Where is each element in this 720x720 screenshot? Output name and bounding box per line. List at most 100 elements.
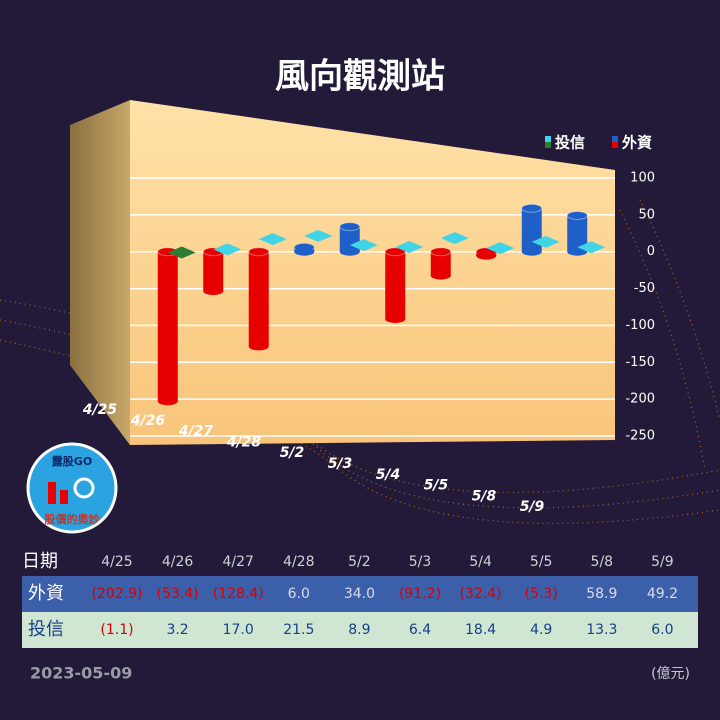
table-cell: 34.0 bbox=[344, 586, 375, 602]
x-tick-label: 4/27 bbox=[178, 424, 214, 440]
diamond-marker bbox=[304, 229, 333, 242]
x-tick-label: 5/5 bbox=[424, 478, 449, 494]
bar-base bbox=[567, 247, 588, 256]
legend-swatch bbox=[545, 136, 551, 142]
chart-title: 風向觀測站 bbox=[275, 57, 445, 97]
table-date: 5/4 bbox=[469, 554, 492, 570]
x-tick-label: 5/9 bbox=[520, 499, 545, 515]
bar bbox=[385, 251, 406, 319]
table-date: 4/27 bbox=[222, 554, 253, 570]
bar bbox=[521, 208, 542, 252]
bar-cap bbox=[248, 247, 270, 257]
table-cell: 58.9 bbox=[586, 586, 617, 602]
table-date: 4/25 bbox=[101, 554, 132, 570]
bar-base bbox=[203, 287, 224, 296]
bar-cap bbox=[566, 210, 588, 220]
legend-swatch bbox=[612, 142, 618, 148]
diamond-marker bbox=[440, 232, 469, 245]
unit: (億元) bbox=[651, 666, 690, 682]
back-wall bbox=[130, 100, 615, 445]
table-cell: 18.4 bbox=[465, 622, 496, 638]
table-cell: (202.9) bbox=[91, 586, 142, 602]
legend-swatch bbox=[612, 136, 618, 142]
table-cell: 6.4 bbox=[409, 622, 431, 638]
table-cell: (53.4) bbox=[157, 586, 199, 602]
table-cell: (128.4) bbox=[213, 586, 264, 602]
bar-base bbox=[157, 397, 178, 406]
logo-slogan: 股價的奧妙 bbox=[45, 512, 100, 526]
side-wall bbox=[70, 100, 130, 445]
x-tick-label: 4/26 bbox=[130, 413, 166, 429]
bar-cap bbox=[521, 203, 543, 213]
logo-brand: 露股GO bbox=[52, 455, 92, 468]
bar-base bbox=[521, 247, 542, 256]
row-label: 外資 bbox=[28, 583, 64, 604]
legend-label: 外資 bbox=[621, 134, 652, 152]
logo-icon bbox=[60, 490, 68, 504]
table-cell: (91.2) bbox=[399, 586, 441, 602]
logo: 露股GO 股價的奧妙 bbox=[26, 442, 118, 534]
table-date: 5/3 bbox=[409, 554, 432, 570]
diamond-marker bbox=[167, 246, 196, 259]
legend: 投信 外資 bbox=[545, 134, 652, 152]
bar bbox=[248, 251, 269, 347]
bar-base bbox=[294, 247, 315, 256]
y-tick-label: -150 bbox=[625, 355, 655, 370]
table-date: 4/26 bbox=[162, 554, 194, 570]
table-row bbox=[22, 612, 698, 648]
bar-base bbox=[248, 342, 269, 351]
bar-base bbox=[339, 247, 360, 256]
logo-icon bbox=[73, 477, 95, 499]
diamond-marker bbox=[395, 240, 424, 253]
logo-circle bbox=[26, 442, 118, 534]
y-tick-label: -100 bbox=[625, 318, 655, 333]
table-cell: 17.0 bbox=[223, 622, 254, 638]
bar bbox=[157, 251, 178, 402]
diamond-marker bbox=[577, 241, 606, 254]
table-cell: (1.1) bbox=[100, 622, 133, 638]
logo-icon bbox=[48, 482, 56, 504]
table-cell: 8.9 bbox=[348, 622, 370, 638]
bar bbox=[203, 251, 224, 292]
bar-base bbox=[385, 314, 406, 323]
table-cell: (32.4) bbox=[460, 586, 502, 602]
table-date: 4/28 bbox=[283, 554, 314, 570]
diamond-marker bbox=[531, 235, 560, 248]
diamond-marker bbox=[213, 243, 242, 256]
diamond-marker bbox=[349, 239, 378, 252]
table-cell: 21.5 bbox=[283, 622, 314, 638]
table-cell: 13.3 bbox=[586, 622, 617, 638]
table-date: 5/2 bbox=[348, 554, 371, 570]
bar bbox=[430, 251, 451, 276]
y-tick-label: 50 bbox=[638, 207, 655, 222]
bar bbox=[567, 215, 588, 252]
bar-cap bbox=[339, 222, 361, 232]
table-cell: 6.0 bbox=[288, 586, 310, 602]
table-cell: 4.9 bbox=[530, 622, 552, 638]
date: 2023-05-09 bbox=[30, 664, 132, 683]
table-row bbox=[22, 576, 698, 612]
y-tick-label: 100 bbox=[630, 171, 655, 186]
table-cell: 49.2 bbox=[647, 586, 678, 602]
x-tick-label: 4/25 bbox=[82, 402, 118, 418]
table-cell: 6.0 bbox=[651, 622, 673, 638]
legend-swatch bbox=[545, 142, 551, 148]
table-date: 5/5 bbox=[530, 554, 553, 570]
bar-base bbox=[430, 271, 451, 280]
y-tick-label: -50 bbox=[634, 281, 655, 296]
table-cell: (5.3) bbox=[525, 586, 558, 602]
y-tick-label: -200 bbox=[625, 392, 655, 407]
bar-cap bbox=[384, 247, 406, 257]
bar-cap bbox=[430, 247, 452, 257]
table-header: 日期 bbox=[22, 551, 58, 572]
x-tick-label: 5/2 bbox=[280, 445, 305, 461]
row-label: 投信 bbox=[28, 619, 64, 640]
table-date: 5/9 bbox=[651, 554, 674, 570]
x-tick-label: 5/8 bbox=[472, 488, 497, 504]
y-tick-label: 0 bbox=[647, 244, 655, 259]
x-tick-label: 5/3 bbox=[328, 456, 353, 472]
diamond-marker bbox=[258, 233, 287, 246]
bar-base bbox=[476, 251, 497, 260]
x-tick-label: 5/4 bbox=[376, 467, 401, 483]
